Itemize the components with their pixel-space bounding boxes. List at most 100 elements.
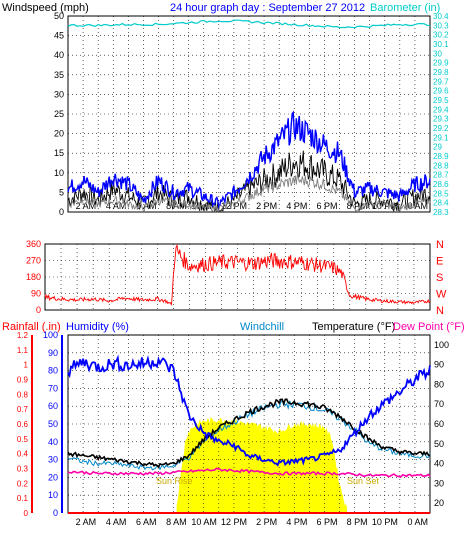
x-tick: 4 AM bbox=[106, 201, 127, 211]
temp-x-ticks: 2 AM 4 AM 6 AM 8 AM 10 AM 12 PM 2 PM 4 PM 6 PM 8 … bbox=[76, 517, 428, 527]
wind-baro-panel: Windspeed (mph) 24 hour graph day : Sept… bbox=[2, 2, 449, 217]
direction-y-tick: 0 bbox=[36, 305, 41, 315]
solar-fill bbox=[176, 417, 347, 513]
baro-y-tick: 30 bbox=[433, 49, 442, 58]
baro-y-ticks: 28.328.428.528.628.728.828.92929.129.229… bbox=[433, 12, 449, 217]
direction-y-ticks: 0 90 180 270 360 bbox=[26, 239, 41, 315]
humidity-line bbox=[67, 354, 431, 467]
rain-y-ticks: 0 0.1 0.2 0.3 0.4 0.5 0.6 0.7 0.8 0.9 1 1.1 1.2 bbox=[17, 331, 33, 518]
baro-y-tick: 28.3 bbox=[433, 208, 449, 217]
temperature-line bbox=[67, 398, 431, 469]
x-tick: 10 AM bbox=[191, 517, 217, 527]
compass-label: E bbox=[436, 256, 443, 268]
dewpoint-line bbox=[67, 467, 431, 478]
wind-y-tick: 15 bbox=[54, 148, 64, 158]
solar-area bbox=[176, 417, 347, 513]
x-tick: 8 PM bbox=[347, 201, 368, 211]
baro-y-tick: 30.4 bbox=[433, 12, 449, 21]
baro-y-tick: 30.3 bbox=[433, 21, 449, 30]
humidity-y-tick: 60 bbox=[48, 401, 58, 411]
baro-y-tick: 28.7 bbox=[433, 171, 449, 180]
x-tick: 10 PM bbox=[372, 517, 398, 527]
humidity-y-tick: 0 bbox=[53, 508, 58, 518]
temperature-y-tick: 40 bbox=[434, 459, 444, 469]
humidity-axis-label: Humidity (%) bbox=[66, 321, 129, 333]
x-tick: 2 PM bbox=[256, 201, 277, 211]
wind-y-tick: 50 bbox=[54, 11, 64, 21]
baro-y-tick: 29.5 bbox=[433, 96, 449, 105]
x-tick: 4 AM bbox=[106, 517, 127, 527]
wind-series bbox=[67, 19, 431, 212]
humidity-y-tick: 80 bbox=[48, 366, 58, 376]
gust-line bbox=[67, 110, 431, 210]
baro-y-tick: 29.7 bbox=[433, 77, 449, 86]
baro-y-tick: 29.6 bbox=[433, 87, 449, 96]
rain-y-tick: 0.2 bbox=[17, 479, 29, 488]
baro-y-tick: 28.5 bbox=[433, 189, 449, 198]
x-tick: 2 AM bbox=[76, 201, 97, 211]
rain-y-tick: 1.2 bbox=[17, 331, 29, 340]
wind-y-tick: 45 bbox=[54, 31, 64, 41]
rain-y-tick: 0.6 bbox=[17, 420, 29, 429]
dewpoint-axis-label: Dew Point (°F) bbox=[393, 321, 465, 333]
wind-y-tick: 0 bbox=[59, 207, 64, 217]
baro-y-tick: 28.6 bbox=[433, 180, 449, 189]
direction-line bbox=[44, 243, 431, 306]
baro-y-tick: 28.9 bbox=[433, 152, 449, 161]
humidity-y-tick: 40 bbox=[48, 437, 58, 447]
sunset-label: Sun Set bbox=[347, 476, 380, 486]
baro-y-tick: 29.9 bbox=[433, 59, 449, 68]
baro-y-tick: 28.8 bbox=[433, 161, 449, 170]
compass-label: W bbox=[436, 289, 447, 301]
humidity-y-tick: 70 bbox=[48, 383, 58, 393]
direction-y-tick: 270 bbox=[26, 256, 41, 266]
temperature-y-tick: 50 bbox=[434, 439, 444, 449]
temperature-y-tick: 70 bbox=[434, 399, 444, 409]
rain-y-tick: 0.9 bbox=[17, 376, 29, 385]
baro-y-tick: 29.1 bbox=[433, 133, 449, 142]
humidity-y-ticks: 0 10 20 30 40 50 60 70 80 90 100 bbox=[43, 330, 63, 518]
baro-y-tick: 30.1 bbox=[433, 40, 449, 49]
direction-series bbox=[44, 243, 431, 306]
x-tick: 2 AM bbox=[76, 517, 97, 527]
wind-y-tick: 35 bbox=[54, 70, 64, 80]
humidity-y-tick: 30 bbox=[48, 455, 58, 465]
temperature-y-tick: 20 bbox=[434, 498, 444, 508]
rain-axis-label: Rainfall (.in) bbox=[2, 321, 61, 333]
rain-y-tick: 1 bbox=[24, 361, 29, 370]
baro-axis-label: Barometer (in) bbox=[370, 2, 440, 14]
x-tick: 12 PM bbox=[221, 517, 247, 527]
temp-humidity-panel: Rainfall (.in) Humidity (%) Windchill Te… bbox=[2, 321, 465, 527]
humidity-y-tick: 20 bbox=[48, 472, 58, 482]
rain-y-tick: 0.1 bbox=[17, 494, 29, 503]
x-tick: 4 PM bbox=[286, 201, 307, 211]
wind-axis-label: Windspeed (mph) bbox=[2, 2, 89, 14]
x-tick: 10 PM bbox=[372, 201, 398, 211]
temperature-y-tick: 100 bbox=[434, 340, 449, 350]
direction-grid bbox=[45, 244, 430, 310]
wind-y-tick: 10 bbox=[54, 168, 64, 178]
baro-y-tick: 29.2 bbox=[433, 124, 449, 133]
wind-y-tick: 30 bbox=[54, 89, 64, 99]
rain-y-tick: 0.4 bbox=[17, 450, 29, 459]
x-tick: 0 AM bbox=[407, 517, 428, 527]
temp-grid bbox=[68, 335, 430, 513]
baro-y-tick: 29.4 bbox=[433, 105, 449, 114]
x-tick: 8 AM bbox=[166, 201, 187, 211]
rain-y-tick: 1.1 bbox=[17, 346, 29, 355]
temperature-axis-label: Temperature (°F) bbox=[312, 321, 395, 333]
x-tick: 0 AM bbox=[407, 201, 428, 211]
wind-y-ticks: 0 5 10 15 20 25 30 35 40 45 50 bbox=[54, 11, 64, 217]
wind-y-tick: 5 bbox=[59, 187, 64, 197]
compass-label: S bbox=[436, 272, 443, 284]
temp-series bbox=[67, 354, 431, 514]
x-tick: 8 PM bbox=[347, 517, 368, 527]
x-tick: 4 PM bbox=[286, 517, 307, 527]
wind-y-tick: 20 bbox=[54, 129, 64, 139]
temperature-y-tick: 90 bbox=[434, 360, 444, 370]
humidity-y-tick: 10 bbox=[48, 490, 58, 500]
temperature-y-tick: 60 bbox=[434, 419, 444, 429]
wind-y-tick: 25 bbox=[54, 109, 64, 119]
